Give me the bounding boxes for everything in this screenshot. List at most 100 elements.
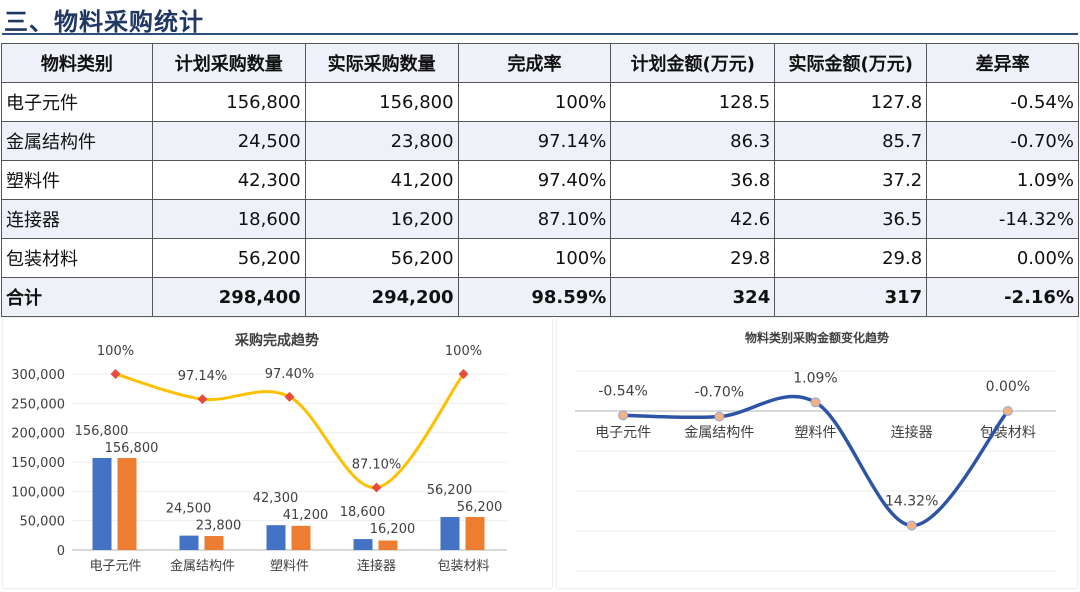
table-cell: 塑料件	[1, 160, 153, 200]
line-marker	[110, 369, 121, 379]
table-cell: 156,800	[151, 82, 306, 122]
line-marker	[197, 394, 208, 405]
chart-title: 采购完成趋势	[234, 332, 319, 349]
amount-chart-panel: 物料类别采购金额变化趋势 电子元件 金属结构件 塑料件 连接器 包装材料 -0.54% -0.…	[557, 318, 1077, 588]
y-tick-label: 200,000	[11, 427, 65, 442]
table-cell: 156,800	[304, 82, 459, 122]
table-cell: 42.6	[610, 199, 776, 239]
column-header: 完成率	[457, 43, 612, 83]
table-row: 包装材料 56,200 56,200 100% 29.8 29.8 0.00%	[1, 238, 1079, 278]
table-cell: 36.5	[774, 199, 928, 239]
x-tick-label: 电子元件	[89, 559, 141, 574]
variance-line	[623, 394, 1010, 528]
table-cell: 金属结构件	[1, 121, 153, 161]
table-cell: 29.8	[610, 238, 776, 278]
total-cell: -2.16%	[926, 277, 1079, 317]
line-data-label: 97.40%	[265, 367, 315, 382]
table-cell: 128.5	[610, 82, 776, 122]
table-cell: -0.54%	[926, 82, 1079, 122]
total-cell: 317	[774, 277, 928, 317]
total-cell: 298,400	[151, 277, 306, 317]
x-tick-label: 金属结构件	[170, 558, 235, 574]
table-cell: 56,200	[151, 238, 306, 278]
plan-bar	[92, 458, 112, 550]
completion-rate-line	[115, 372, 465, 490]
table-cell: 37.2	[774, 160, 928, 200]
table-cell: 42,300	[151, 160, 306, 200]
total-cell: 98.59%	[457, 277, 612, 317]
line-data-label: 100%	[445, 344, 482, 359]
table-cell: 23,800	[304, 121, 459, 161]
column-header: 计划金额(万元)	[610, 43, 776, 83]
table-header-row: 物料类别 计划采购数量 实际采购数量 完成率 计划金额(万元) 实际金额(万元)…	[1, 43, 1079, 83]
table-cell: 87.10%	[457, 199, 612, 239]
table-cell: 29.8	[774, 238, 928, 278]
line-marker	[906, 520, 917, 531]
bar-data-label: 41,200	[283, 508, 329, 523]
line-data-label: -0.54%	[598, 383, 648, 399]
column-header: 物料类别	[1, 43, 153, 83]
y-tick-label: 300,000	[11, 368, 65, 383]
bar-data-label: 156,800	[75, 424, 129, 439]
table-cell: 100%	[457, 238, 612, 278]
x-tick-label: 电子元件	[595, 425, 651, 441]
completion-trend-chart: 采购完成趋势 0 50,000 100,000 150,000 200,000 250,00…	[11, 332, 507, 574]
table-row: 连接器 18,600 16,200 87.10% 42.6 36.5 -14.32%	[1, 199, 1079, 239]
column-header: 实际金额(万元)	[774, 43, 928, 83]
line-data-label: 14.32%	[885, 494, 938, 510]
actual-bar	[117, 458, 137, 550]
table-cell: 86.3	[610, 121, 776, 161]
line-data-label: 87.10%	[352, 458, 402, 473]
table-cell: 16,200	[304, 199, 459, 239]
title-divider	[2, 33, 1078, 35]
bar-data-label: 56,200	[427, 483, 473, 498]
table-cell: 100%	[457, 82, 612, 122]
line-marker	[618, 410, 629, 421]
table-cell: 97.40%	[457, 160, 612, 200]
bar-data-label: 23,800	[196, 519, 242, 534]
bar-data-label: 42,300	[253, 491, 299, 506]
table-row: 金属结构件 24,500 23,800 97.14% 86.3 85.7 -0.70%	[1, 121, 1079, 161]
table-cell: 18,600	[151, 199, 306, 239]
table-cell: 36.8	[610, 160, 776, 200]
total-row: 合计 298,400 294,200 98.59% 324 317 -2.16%	[1, 277, 1079, 317]
completion-chart-panel: 采购完成趋势 0 50,000 100,000 150,000 200,000 250,00…	[3, 318, 552, 588]
y-tick-label: 150,000	[11, 456, 65, 471]
line-data-label: 100%	[97, 344, 134, 359]
table-cell: 24,500	[151, 121, 306, 161]
table-cell: 0.00%	[926, 238, 1079, 278]
actual-bar	[378, 540, 398, 550]
plan-bar	[440, 517, 460, 550]
total-cell: 合计	[1, 277, 153, 317]
bar-data-label: 24,500	[166, 502, 212, 517]
line-data-label: 1.09%	[793, 370, 837, 386]
plan-bar	[266, 525, 286, 550]
line-data-label: 0.00%	[986, 379, 1030, 395]
column-header: 计划采购数量	[151, 43, 306, 83]
x-tick-label: 包装材料	[437, 559, 489, 574]
x-tick-label: 金属结构件	[684, 425, 754, 441]
bar-data-label: 156,800	[105, 441, 159, 456]
line-marker	[810, 397, 821, 408]
plan-bar	[179, 535, 199, 550]
chart-title: 物料类别采购金额变化趋势	[745, 330, 889, 345]
table-cell: 1.09%	[926, 160, 1079, 200]
table-cell: 包装材料	[1, 238, 153, 278]
table-cell: 85.7	[774, 121, 928, 161]
line-marker	[1002, 406, 1013, 416]
table-row: 塑料件 42,300 41,200 97.40% 36.8 37.2 1.09%	[1, 160, 1079, 200]
x-tick-label: 连接器	[357, 558, 396, 574]
table-row: 电子元件 156,800 156,800 100% 128.5 127.8 -0.54%	[1, 82, 1079, 122]
x-tick-label: 塑料件	[795, 425, 837, 441]
bar-data-label: 16,200	[370, 522, 416, 537]
y-tick-label: 0	[57, 544, 65, 559]
plan-bar	[353, 539, 373, 550]
x-tick-label: 塑料件	[270, 559, 309, 574]
bar-data-label: 56,200	[457, 500, 503, 515]
y-tick-label: 50,000	[20, 515, 66, 530]
total-cell: 294,200	[304, 277, 459, 317]
line-data-label: -0.70%	[695, 385, 745, 401]
y-tick-label: 250,000	[11, 397, 65, 412]
table-cell: 连接器	[1, 199, 153, 239]
